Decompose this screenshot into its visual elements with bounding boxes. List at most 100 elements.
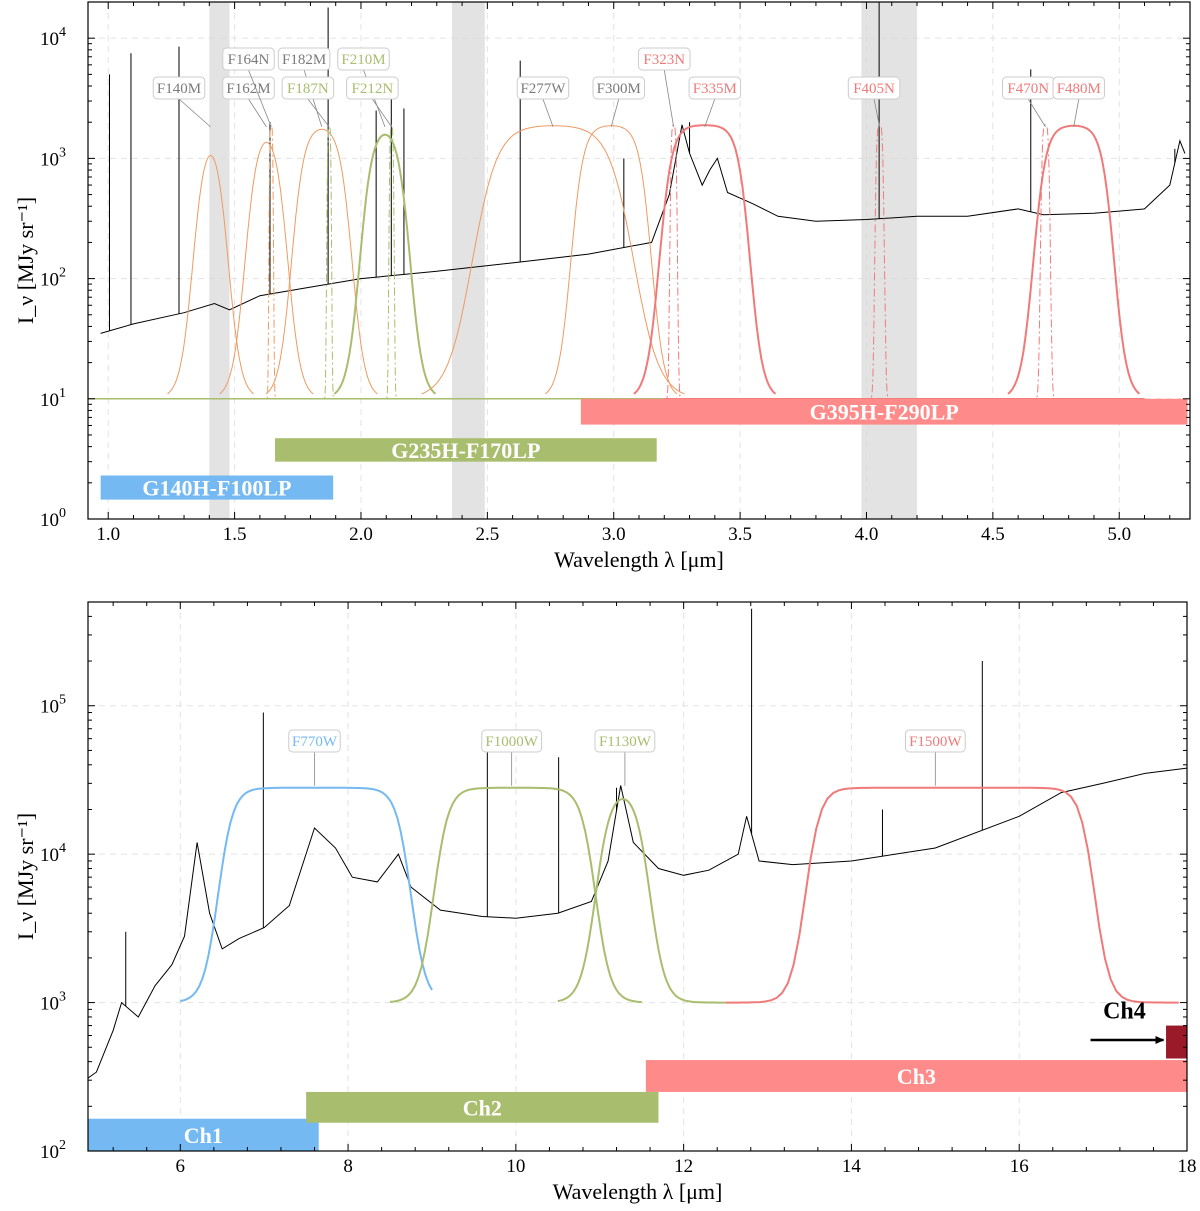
filter-curve-f770w <box>180 786 433 1003</box>
leader-line <box>873 98 881 127</box>
leader-line <box>1027 98 1046 128</box>
filter-label: F182M <box>282 52 326 68</box>
x-axis-label: Wavelength λ [μm] <box>554 547 724 572</box>
shaded-regions <box>209 2 918 519</box>
filter-curve-f1000w <box>389 786 642 1004</box>
band-g395h-f290lp <box>580 398 1188 425</box>
x-tick-label: 4.0 <box>855 524 879 545</box>
leader-line <box>372 98 392 128</box>
filter-curve-f277w <box>421 125 685 395</box>
y-tick-label: 102 <box>40 266 66 291</box>
x-tick-label: 1.0 <box>96 524 120 545</box>
x-tick-label: 6 <box>176 1156 186 1177</box>
leader-line <box>663 69 675 127</box>
x-tick-label: 8 <box>343 1156 353 1177</box>
leader-line <box>610 98 620 127</box>
x-tick-label: 10 <box>506 1156 525 1177</box>
ch4-label: Ch4 <box>1103 999 1146 1025</box>
filter-curve-f1130w <box>557 797 726 1004</box>
filter-label-box <box>1052 76 1106 100</box>
filter-curve-f300m <box>545 125 678 395</box>
band-ch1 <box>88 1118 319 1151</box>
leader-line <box>248 98 267 128</box>
x-axis-label: Wavelength λ [μm] <box>553 1179 723 1204</box>
filter-label: F1130W <box>599 734 652 750</box>
y-tick-label: 103 <box>40 990 66 1015</box>
y-tick-label: 100 <box>40 506 66 531</box>
gap-shade <box>451 2 485 519</box>
filter-curve-f210m <box>333 133 437 395</box>
leader-line <box>178 98 211 128</box>
x-tick-label: 3.0 <box>602 524 626 545</box>
filter-curves <box>180 786 1179 1004</box>
filter-curve-f182m <box>265 128 378 395</box>
filter-label: F770W <box>292 734 338 750</box>
filter-label: F164N <box>228 52 270 68</box>
filter-label-box <box>152 76 206 100</box>
filter-curves <box>88 124 1145 400</box>
filter-label-box <box>337 47 390 71</box>
top-panel: G140H-F100LP G235H-F170LP G395H-F290LP F140… <box>13 1 1191 572</box>
filter-label-box <box>594 729 656 753</box>
x-tick-label: 16 <box>1010 1156 1029 1177</box>
filter-label-box <box>688 76 742 100</box>
ticks: 1.0 1.5 2.0 2.5 3.0 3.5 4.0 4.5 5.0 100 101 102 103 1… <box>40 1 1190 545</box>
filter-label: F300M <box>597 81 641 97</box>
filter-curve-f164n <box>256 124 287 400</box>
x-tick-label: 2.5 <box>475 524 499 545</box>
filter-curve-f140m <box>167 154 254 395</box>
filter-label-box <box>904 729 966 753</box>
filter-label: F405N <box>853 81 895 97</box>
band-label: G235H-F170LP <box>391 438 540 463</box>
filter-label: F323N <box>643 52 685 68</box>
band-label: Ch3 <box>897 1064 936 1089</box>
filter-curve-f335m <box>633 124 777 395</box>
leader-line <box>542 98 554 128</box>
filter-label-box <box>638 47 691 71</box>
ticks: 6 8 10 12 14 16 18 102 103 104 105 <box>40 601 1197 1177</box>
band-g140h-f100lp <box>100 475 334 500</box>
ch4-annotation: Ch4 <box>1090 999 1165 1044</box>
bottom-panel: Ch1 Ch2 Ch3 Ch4 F770W F1000W F1130W F1500W 6 8 10 1… <box>13 601 1197 1204</box>
filter-label: F1000W <box>485 734 538 750</box>
coverage-bands: G140H-F100LP G235H-F170LP G395H-F290LP <box>100 398 1188 501</box>
leader-line <box>248 69 272 128</box>
filter-label: F470N <box>1007 81 1049 97</box>
gap-shade <box>209 2 230 519</box>
band-label: G395H-F290LP <box>810 400 959 425</box>
filter-curve-f187n <box>313 124 345 400</box>
y-tick-label: 104 <box>40 25 66 50</box>
plot-frame <box>87 601 1188 1152</box>
y-axis-label: I_ν [MJy sr⁻¹] <box>13 813 38 940</box>
leader-line <box>704 98 716 128</box>
leader-line <box>307 98 330 128</box>
filter-label-box <box>847 76 901 100</box>
filter-labels: F770W F1000W F1130W F1500W <box>288 729 966 786</box>
y-tick-label: 103 <box>40 145 66 170</box>
filter-label: F480M <box>1057 81 1101 97</box>
filter-label-box <box>346 76 399 100</box>
band-label: Ch2 <box>463 1095 502 1120</box>
filter-curve-f323n <box>656 124 691 400</box>
x-tick-label: 18 <box>1178 1156 1197 1177</box>
filter-label-box <box>222 76 275 100</box>
y-tick-label: 105 <box>40 693 66 718</box>
filter-label: F1500W <box>909 734 962 750</box>
filter-labels: F140M F162M F164N F182M F187N F210M F212N F277W… <box>152 47 1106 128</box>
filter-label: F187N <box>287 81 329 97</box>
filter-label: F335M <box>693 81 737 97</box>
x-tick-label: 12 <box>674 1156 693 1177</box>
filter-label-box <box>281 76 335 100</box>
y-tick-label: 104 <box>40 841 66 866</box>
filter-label-box <box>516 76 570 100</box>
filter-curve-f162m <box>219 141 314 395</box>
leader-line <box>1073 98 1080 127</box>
spectrum <box>88 608 1187 1079</box>
band-ch4 <box>1166 1025 1187 1059</box>
filter-label-box <box>222 47 275 71</box>
x-tick-label: 5.0 <box>1107 524 1131 545</box>
band-label: Ch1 <box>184 1123 223 1148</box>
band-label: G140H-F100LP <box>142 476 291 501</box>
coverage-bands: Ch1 Ch2 Ch3 <box>88 1025 1187 1151</box>
